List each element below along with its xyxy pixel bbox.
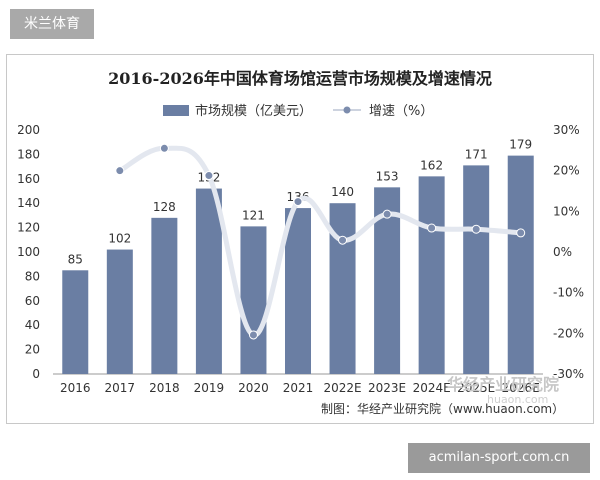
- bar: [507, 155, 534, 374]
- growth-point: [159, 143, 169, 153]
- y-axis-right: -30% -20% -10% 0% 10% 20% 30%: [553, 123, 584, 381]
- y-left-tick-label: 140: [17, 196, 40, 210]
- growth-points: [115, 143, 526, 340]
- bar-series: [62, 155, 534, 374]
- x-tick-label: 2023E: [368, 381, 406, 395]
- y-right-tick-label: -20%: [553, 326, 584, 340]
- bar-value-label: 128: [153, 200, 176, 214]
- bar: [463, 165, 490, 374]
- chart: 2016-2026年中国体育场馆运营市场规模及增速情况 市场规模（亿美元） 增速…: [17, 69, 584, 416]
- growth-point: [204, 171, 214, 181]
- y-right-tick-label: -10%: [553, 286, 584, 300]
- chart-title: 2016-2026年中国体育场馆运营市场规模及增速情况: [108, 69, 492, 88]
- site-tag: 米兰体育: [10, 9, 94, 39]
- bar-value-label: 102: [108, 232, 131, 246]
- y-left-tick-label: 40: [25, 318, 40, 332]
- growth-point: [516, 228, 526, 238]
- bar: [418, 176, 445, 374]
- growth-point: [338, 235, 348, 245]
- bar: [195, 188, 222, 374]
- legend-line-marker: [343, 106, 351, 114]
- x-tick-label: 2017: [105, 381, 136, 395]
- bar-value-label: 162: [420, 158, 443, 172]
- x-tick-label: 2018: [149, 381, 180, 395]
- growth-point: [427, 223, 437, 233]
- y-right-tick-label: 20%: [553, 164, 580, 178]
- bar-data-labels: 85102128152121136140153162171179: [68, 138, 533, 267]
- y-axis-left: 0 20 40 60 80 100 120 140 160 180 200: [17, 123, 40, 381]
- y-right-tick-label: 30%: [553, 123, 580, 137]
- site-banner: acmilan-sport.com.cn: [408, 443, 590, 473]
- growth-point: [293, 197, 303, 207]
- bar: [240, 226, 267, 374]
- growth-line: [117, 145, 524, 338]
- x-tick-label: 2022E: [323, 381, 361, 395]
- legend-line-label: 增速（%）: [369, 104, 433, 119]
- y-left-tick-label: 60: [25, 294, 40, 308]
- bar: [62, 270, 89, 374]
- x-tick-label: 2025E: [457, 381, 495, 395]
- growth-point: [248, 330, 258, 340]
- x-tick-label: 2026E: [502, 381, 540, 395]
- y-left-tick-label: 100: [17, 245, 40, 259]
- x-tick-label: 2021: [283, 381, 314, 395]
- bar-value-label: 171: [465, 147, 488, 161]
- legend-bar-label: 市场规模（亿美元）: [195, 103, 312, 119]
- y-right-tick-label: 10%: [553, 204, 580, 218]
- growth-point: [382, 209, 392, 219]
- bar-value-label: 153: [376, 169, 399, 183]
- bar-value-label: 121: [242, 208, 265, 222]
- source-note: 制图：华经产业研究院（www.huaon.com）: [321, 401, 564, 416]
- bar-value-label: 140: [331, 185, 354, 199]
- y-left-tick-label: 180: [17, 147, 40, 161]
- x-tick-label: 2020: [238, 381, 269, 395]
- y-left-tick-label: 0: [32, 367, 40, 381]
- bar-value-label: 179: [509, 138, 532, 152]
- y-right-tick-label: 0%: [553, 245, 572, 259]
- y-left-tick-label: 80: [25, 269, 40, 283]
- watermark-en: huaon.com: [487, 393, 548, 406]
- chart-frame: 2016-2026年中国体育场馆运营市场规模及增速情况 市场规模（亿美元） 增速…: [6, 54, 594, 424]
- y-left-tick-label: 120: [17, 221, 40, 235]
- watermark-text: 华经产业研究院: [447, 375, 559, 394]
- bar: [329, 203, 356, 374]
- x-tick-label: 2016: [60, 381, 91, 395]
- growth-point: [471, 224, 481, 234]
- x-tick-label: 2019: [194, 381, 225, 395]
- growth-point: [115, 166, 125, 176]
- x-tick-label: 2024E: [413, 381, 451, 395]
- bar: [106, 249, 133, 374]
- y-left-tick-label: 20: [25, 343, 40, 357]
- bar: [285, 208, 311, 374]
- bar: [151, 217, 178, 374]
- x-axis-ticks: 2016 2017 2018 2019 2020 2021 2022E 2023E 2024E 2…: [60, 381, 540, 395]
- bar-value-label: 85: [68, 252, 83, 266]
- y-left-tick-label: 160: [17, 172, 40, 186]
- legend-bar-swatch: [163, 105, 189, 116]
- y-right-tick-label: -30%: [553, 367, 584, 381]
- y-left-tick-label: 200: [17, 123, 40, 137]
- legend: 市场规模（亿美元） 增速（%）: [163, 103, 433, 119]
